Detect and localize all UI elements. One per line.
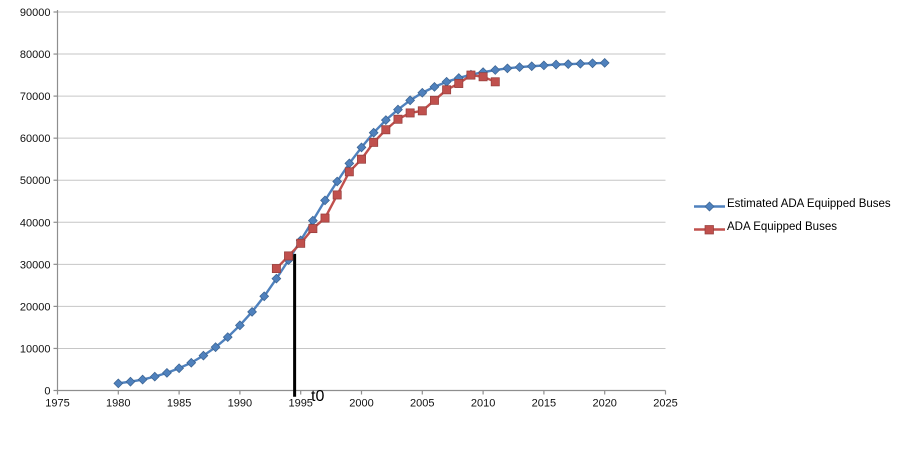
diamond-marker: [259, 291, 270, 302]
square-marker: [454, 79, 464, 88]
diamond-marker: [174, 363, 184, 374]
diamond-marker: [380, 115, 391, 125]
square-marker: [296, 238, 306, 248]
diamond-marker: [587, 58, 598, 69]
x-tick-label: 1985: [167, 398, 191, 410]
diamond-marker: [320, 195, 330, 206]
diamond-marker: [247, 306, 257, 317]
y-tick-label: 70000: [20, 91, 51, 103]
square-marker: [466, 70, 476, 80]
square-marker: [369, 137, 379, 147]
diamond-marker: [539, 60, 549, 71]
y-tick-label: 60000: [20, 133, 51, 145]
series-line-0: [117, 61, 606, 385]
x-tick-label: 1980: [106, 398, 130, 410]
legend-item-actual: ADA Equipped Buses: [693, 216, 891, 238]
diamond-marker: [393, 104, 403, 115]
square-marker: [381, 125, 391, 135]
y-tick-label: 20000: [20, 301, 51, 313]
x-tick-label: 2025: [653, 398, 677, 410]
x-tick-label: 1995: [288, 398, 312, 410]
y-tick-label: 40000: [20, 217, 51, 229]
square-marker: [417, 106, 427, 116]
diamond-marker: [271, 273, 282, 284]
square-marker: [332, 190, 342, 200]
legend-diamond-line-icon: [693, 199, 726, 211]
diamond-marker: [563, 59, 574, 70]
diamond-marker: [113, 378, 124, 389]
legend: Estimated ADA Equipped Buses ADA Equippe…: [693, 193, 891, 238]
diamond-marker: [429, 81, 440, 92]
y-tick-label: 50000: [20, 175, 51, 187]
square-marker: [393, 114, 403, 124]
x-tick-label: 1990: [228, 398, 252, 410]
diamond-marker: [125, 376, 136, 387]
square-marker: [344, 167, 354, 177]
x-tick-label: 2005: [410, 398, 434, 410]
square-marker: [320, 213, 330, 223]
diamond-marker: [502, 63, 513, 74]
x-tick-label: 2020: [592, 398, 616, 410]
diamond-marker: [417, 87, 428, 98]
diamond-marker: [137, 374, 148, 385]
annotation-t0-label: t0: [311, 388, 325, 405]
square-marker: [430, 95, 439, 105]
x-tick-label: 1975: [45, 398, 69, 410]
legend-item-estimated: Estimated ADA Equipped Buses: [693, 193, 891, 215]
x-tick-label: 2015: [532, 398, 556, 410]
diamond-marker: [198, 350, 209, 361]
square-marker: [442, 85, 452, 95]
diamond-marker: [368, 127, 379, 138]
diamond-marker: [222, 332, 233, 342]
diamond-marker: [575, 58, 586, 69]
square-marker: [271, 264, 281, 273]
diamond-marker: [235, 320, 245, 331]
square-marker: [284, 251, 293, 261]
diamond-marker: [514, 62, 525, 72]
diamond-marker: [332, 176, 343, 187]
series-line-1: [275, 73, 497, 270]
square-marker: [308, 224, 318, 234]
diamond-marker: [186, 357, 197, 368]
square-marker: [405, 108, 415, 118]
diamond-marker: [356, 142, 367, 153]
x-tick-label: 2010: [471, 398, 495, 410]
y-tick-label: 30000: [20, 259, 51, 271]
diamond-marker: [490, 65, 501, 75]
square-marker: [478, 72, 488, 82]
diamond-marker: [149, 371, 160, 382]
diamond-marker: [526, 61, 537, 72]
diamond-marker: [405, 95, 416, 106]
y-tick-label: 0: [44, 386, 50, 398]
diamond-marker: [210, 342, 221, 353]
square-marker: [357, 154, 366, 164]
y-tick-label: 80000: [20, 49, 51, 61]
legend-square-line-icon: [693, 222, 726, 234]
diamond-marker: [441, 76, 452, 87]
square-marker: [490, 77, 500, 87]
y-tick-label: 90000: [20, 7, 51, 19]
y-tick-label: 10000: [20, 343, 51, 355]
legend-label-actual: ADA Equipped Buses: [727, 221, 837, 233]
x-tick-label: 2000: [349, 398, 373, 410]
legend-label-estimated: Estimated ADA Equipped Buses: [727, 198, 891, 210]
diamond-marker: [599, 57, 610, 68]
diamond-marker: [162, 367, 172, 378]
diamond-marker: [551, 59, 561, 70]
